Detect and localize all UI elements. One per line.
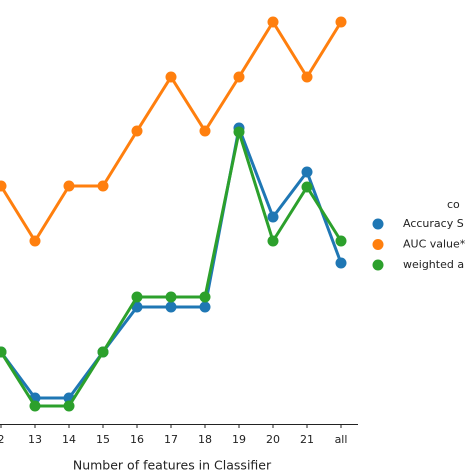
data-point	[335, 16, 347, 28]
data-point	[233, 71, 245, 83]
data-point	[165, 301, 177, 313]
series-line	[0, 126, 343, 408]
data-point	[199, 125, 211, 137]
legend-label: AUC value*	[403, 238, 466, 251]
legend-marker	[372, 218, 384, 230]
x-tick-label: all	[335, 433, 348, 446]
x-tick-label: 2	[0, 433, 5, 446]
data-point	[267, 16, 279, 28]
data-point	[199, 301, 211, 313]
data-point	[63, 400, 75, 412]
x-tick-label: 17	[164, 433, 178, 446]
data-point	[301, 181, 313, 193]
x-axis-label: Number of features in Classifier	[73, 458, 272, 473]
data-point	[131, 125, 143, 137]
x-tick-label: 14	[62, 433, 76, 446]
legend-title: co	[447, 198, 460, 211]
x-tick-label: 19	[232, 433, 246, 446]
x-tick-label: 13	[28, 433, 42, 446]
legend-marker	[372, 239, 384, 250]
x-tick-label: 18	[198, 433, 212, 446]
data-point	[301, 166, 313, 178]
data-point	[301, 71, 313, 83]
data-point	[29, 235, 41, 247]
x-tick-label: 20	[266, 433, 280, 446]
legend-label: weighted a	[403, 258, 464, 271]
data-point	[233, 126, 245, 138]
data-point	[131, 291, 143, 303]
data-point	[199, 291, 211, 303]
data-point	[267, 235, 279, 247]
data-point	[63, 180, 75, 192]
data-point	[97, 346, 109, 358]
data-point	[29, 400, 41, 412]
x-tick-label: 16	[130, 433, 144, 446]
data-point	[165, 71, 177, 83]
data-point	[0, 180, 7, 192]
legend-label: Accuracy S	[403, 217, 464, 230]
x-tick-label: 21	[300, 433, 314, 446]
data-point	[165, 291, 177, 303]
data-point	[335, 257, 347, 269]
data-point	[335, 235, 347, 247]
legend-marker	[372, 259, 384, 271]
series-line	[0, 19, 343, 244]
data-point	[97, 180, 109, 192]
x-tick-label: 15	[96, 433, 110, 446]
series-line	[0, 122, 343, 400]
data-point	[267, 211, 279, 223]
data-point	[0, 346, 7, 358]
